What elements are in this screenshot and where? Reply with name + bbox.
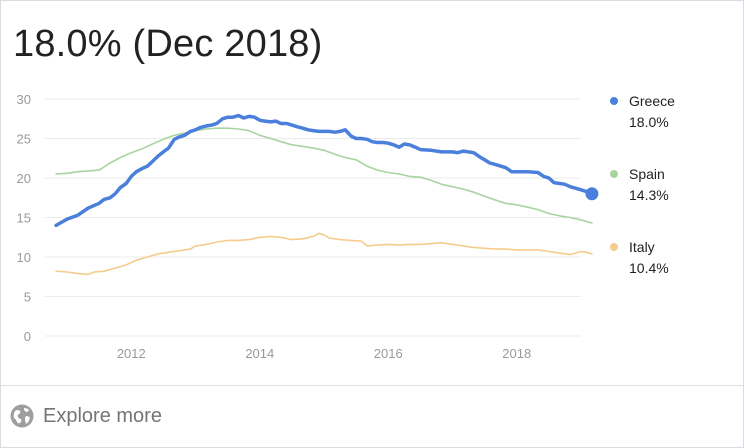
x-tick-label: 2016 [374,346,403,361]
chart-grid [45,98,581,337]
explore-more-label: Explore more [43,404,162,427]
y-tick-label: 10 [17,250,31,265]
chart-series [54,113,599,276]
y-tick-label: 25 [17,132,31,147]
y-axis-ticks: 0 5 10 15 20 25 30 [17,92,31,344]
x-tick-label: 2018 [502,346,531,361]
legend-name: Spain [629,166,665,182]
legend-name: Italy [629,239,655,255]
y-tick-label: 20 [17,171,31,186]
series-line-spain [55,127,593,224]
chart-legend: Greece 18.0% Spain 14.3% Italy 10.4% [610,93,675,276]
unemployment-line-chart: 0 5 10 15 20 25 30 2012 2014 2016 2018 Greece 18.0… [17,92,676,361]
globe-icon [10,404,34,428]
y-tick-label: 5 [24,290,31,305]
series-line-italy [55,232,593,276]
legend-marker-italy [610,243,618,251]
legend-value: 18.0% [629,114,669,130]
legend-value: 14.3% [629,187,669,203]
y-tick-label: 0 [24,329,31,344]
legend-value: 10.4% [629,260,669,276]
x-tick-label: 2012 [117,346,146,361]
y-tick-label: 30 [17,92,31,107]
legend-marker-spain [610,170,618,178]
y-tick-label: 15 [17,211,31,226]
series-line-greece [54,113,594,228]
explore-more-link[interactable]: Explore more [9,399,162,433]
headline-value: 18.0% (Dec 2018) [13,23,323,65]
x-tick-label: 2014 [245,346,274,361]
legend-marker-greece [610,97,618,105]
series-endpoint-greece [585,187,599,201]
footer-divider [1,385,743,386]
legend-name: Greece [629,93,675,109]
x-axis-ticks: 2012 2014 2016 2018 [117,346,531,361]
